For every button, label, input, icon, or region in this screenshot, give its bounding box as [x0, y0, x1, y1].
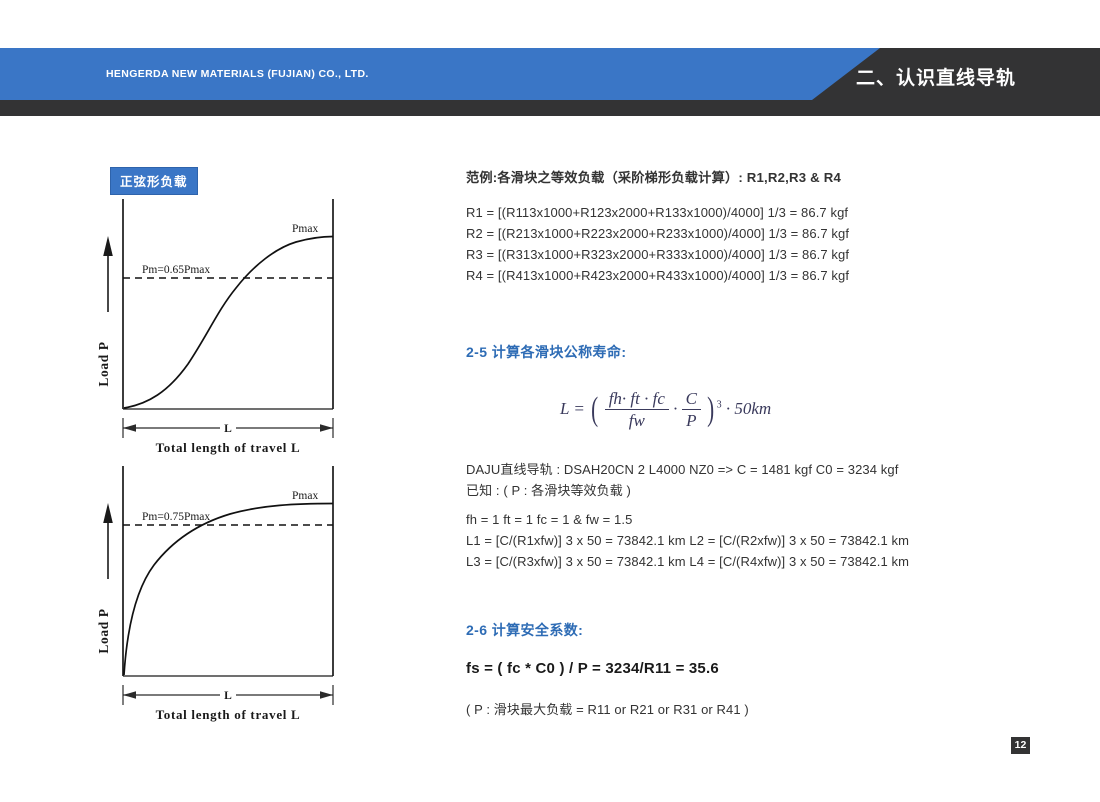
formula-p-denominator: P: [686, 411, 697, 431]
r2-equation: R2 = [(R213x1000+R223x2000+R233x1000)/40…: [466, 226, 850, 241]
example-heading: 范例:各滑块之等效负载（采阶梯形负载计算）: R1,R2,R3 & R4: [466, 170, 842, 185]
formula-open-paren: (: [591, 391, 599, 429]
section-2-5-heading: 2-5 计算各滑块公称寿命:: [466, 344, 627, 360]
r1-equation: R1 = [(R113x1000+R123x2000+R133x1000)/40…: [466, 205, 849, 220]
chart1-xlabel: Total length of travel L: [156, 440, 301, 455]
r3-equation: R3 = [(R313x1000+R323x2000+R333x1000)/40…: [466, 247, 850, 262]
page-header: HENGERDA NEW MATERIALS (FUJIAN) CO., LTD…: [0, 48, 1100, 116]
sine-load-chart-svg: Load P Pm=0.65Pmax Pmax L Total length o…: [96, 199, 334, 455]
r4-equation: R4 = [(R413x1000+R423x2000+R433x1000)/40…: [466, 268, 850, 283]
exponential-load-chart-svg: Load P Pm=0.75Pmax Pmax L Total length o…: [96, 466, 334, 722]
chart2-pm-label: Pm=0.75Pmax: [142, 511, 210, 523]
exponential-load-chart: Load P Pm=0.75Pmax Pmax L Total length o…: [96, 459, 356, 724]
chart2-ylabel: Load P: [96, 608, 111, 653]
formula-fraction-cp: C P: [681, 388, 701, 432]
chart2-xlabel: Total length of travel L: [156, 707, 301, 722]
formula-exponent: 3: [716, 399, 722, 411]
section-2-6-heading: 2-6 计算安全系数:: [466, 622, 584, 638]
chart1-pmax-label: Pmax: [292, 223, 318, 235]
page-number-badge: 12: [1011, 737, 1030, 754]
safety-factor-note: ( P : 滑块最大负载 = R11 or R21 or R31 or R41 …: [466, 702, 749, 717]
chart1-span-label: L: [224, 423, 232, 435]
formula-lhs: L =: [560, 399, 585, 419]
section-title: 二、认识直线导轨: [855, 68, 1016, 89]
sine-load-chart: Load P Pm=0.65Pmax Pmax L Total length o…: [96, 192, 356, 457]
life-line-1: L1 = [C/(R1xfw)] 3 x 50 = 73842.1 km L2 …: [466, 533, 910, 548]
formula-tail: · 50km: [725, 399, 772, 419]
company-name: HENGERDA NEW MATERIALS (FUJIAN) CO., LTD…: [106, 68, 369, 80]
formula-middle-dot: ·: [673, 399, 678, 419]
header-blue-band: [0, 48, 880, 100]
spec-line: DAJU直线导轨 : DSAH20CN 2 L4000 NZ0 => C = 1…: [466, 462, 899, 477]
known-line: 已知 : ( P : 各滑块等效负载 ): [466, 483, 631, 498]
sine-load-badge: 正弦形负载: [110, 167, 198, 195]
chart1-ylabel: Load P: [96, 341, 111, 386]
formula-c-numerator: C: [681, 388, 701, 411]
safety-factor-formula: fs = ( fc * C0 ) / P = 3234/R11 = 35.6: [466, 660, 719, 677]
factor-line: fh = 1 ft = 1 fc = 1 & fw = 1.5: [466, 512, 633, 527]
life-line-2: L3 = [C/(R3xfw)] 3 x 50 = 73842.1 km L4 …: [466, 554, 910, 569]
formula-fraction-f: fh· ft · fc fw: [604, 388, 669, 432]
chart2-span-label: L: [224, 690, 232, 702]
formula-fraction-numerator: fh· ft · fc: [604, 388, 669, 411]
chart1-pm-label: Pm=0.65Pmax: [142, 264, 210, 276]
chart2-pmax-label: Pmax: [292, 490, 318, 502]
formula-fraction-denominator: fw: [628, 411, 645, 431]
left-column: 正弦形负载 Load P Pm=0.65Pmax Pmax: [0, 0, 440, 802]
nominal-life-formula: L = ( fh· ft · fc fw · C P ) 3 · 50km: [560, 388, 771, 432]
formula-close-paren: ): [707, 391, 715, 429]
